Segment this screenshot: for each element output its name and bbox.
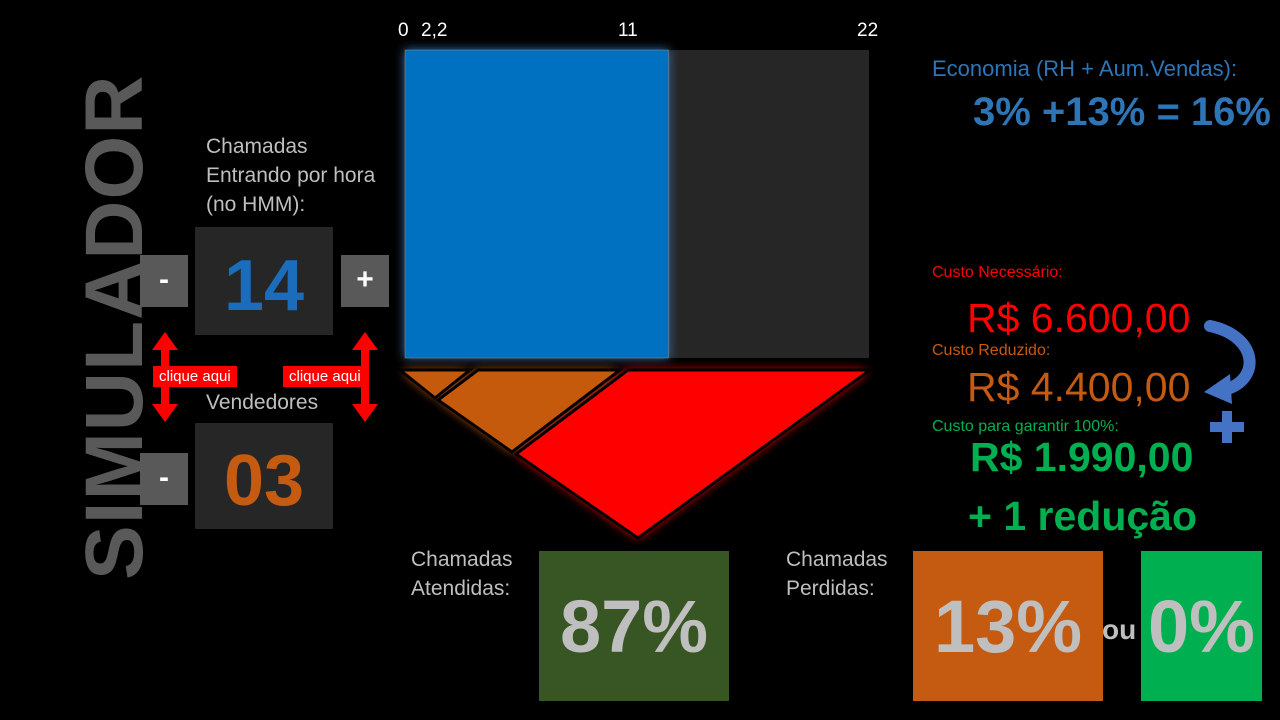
reduced-cost-label: Custo Reduzido:: [932, 342, 1051, 359]
curved-arrow-icon: [1204, 320, 1256, 443]
answered-percent: 87%: [539, 551, 729, 701]
axis-tick-0: 0: [398, 20, 409, 41]
bar-fill: [404, 49, 670, 359]
funnel-shape: [395, 368, 875, 540]
economy-value: 3% +13% = 16%: [973, 90, 1271, 134]
calls-increment-button[interactable]: +: [341, 255, 389, 307]
axis-tick-2-2: 2,2: [421, 20, 448, 41]
calls-in-label: Chamadas Entrando por hora (no HMM):: [206, 135, 376, 216]
lost-label: Chamadas Perdidas:: [786, 548, 888, 600]
funnel-orange-small: [395, 368, 475, 400]
funnel-orange-mid: [435, 368, 625, 454]
extra-reduction-text: + 1 redução: [968, 493, 1198, 539]
lost-alt-percent: 0%: [1141, 551, 1262, 701]
sellers-value: 03: [195, 423, 333, 529]
sellers-decrement-button[interactable]: -: [140, 453, 188, 505]
axis-tick-22: 22: [857, 20, 879, 41]
simulator-title: SIMULADOR: [69, 74, 160, 580]
guarantee-cost-value: R$ 1.990,00: [970, 434, 1194, 480]
funnel-red: [513, 368, 875, 540]
required-cost-label: Custo Necessário:: [932, 264, 1063, 281]
click-here-right[interactable]: clique aqui: [283, 366, 367, 387]
calls-in-value: 14: [195, 227, 333, 335]
answered-label: Chamadas Atendidas:: [411, 548, 513, 600]
required-cost-value: R$ 6.600,00: [967, 295, 1191, 341]
or-text: ou: [1102, 614, 1137, 645]
guarantee-cost-label: Custo para garantir 100%:: [932, 418, 1119, 435]
calls-decrement-button[interactable]: -: [140, 255, 188, 307]
sellers-label: Vendedores: [206, 391, 319, 414]
click-here-left[interactable]: clique aqui: [153, 366, 237, 387]
axis-tick-11: 11: [618, 20, 638, 41]
economy-label: Economia (RH + Aum.Vendas):: [932, 56, 1238, 81]
capacity-chart: [395, 49, 875, 540]
reduced-cost-value: R$ 4.400,00: [967, 364, 1191, 410]
lost-percent: 13%: [913, 551, 1103, 701]
